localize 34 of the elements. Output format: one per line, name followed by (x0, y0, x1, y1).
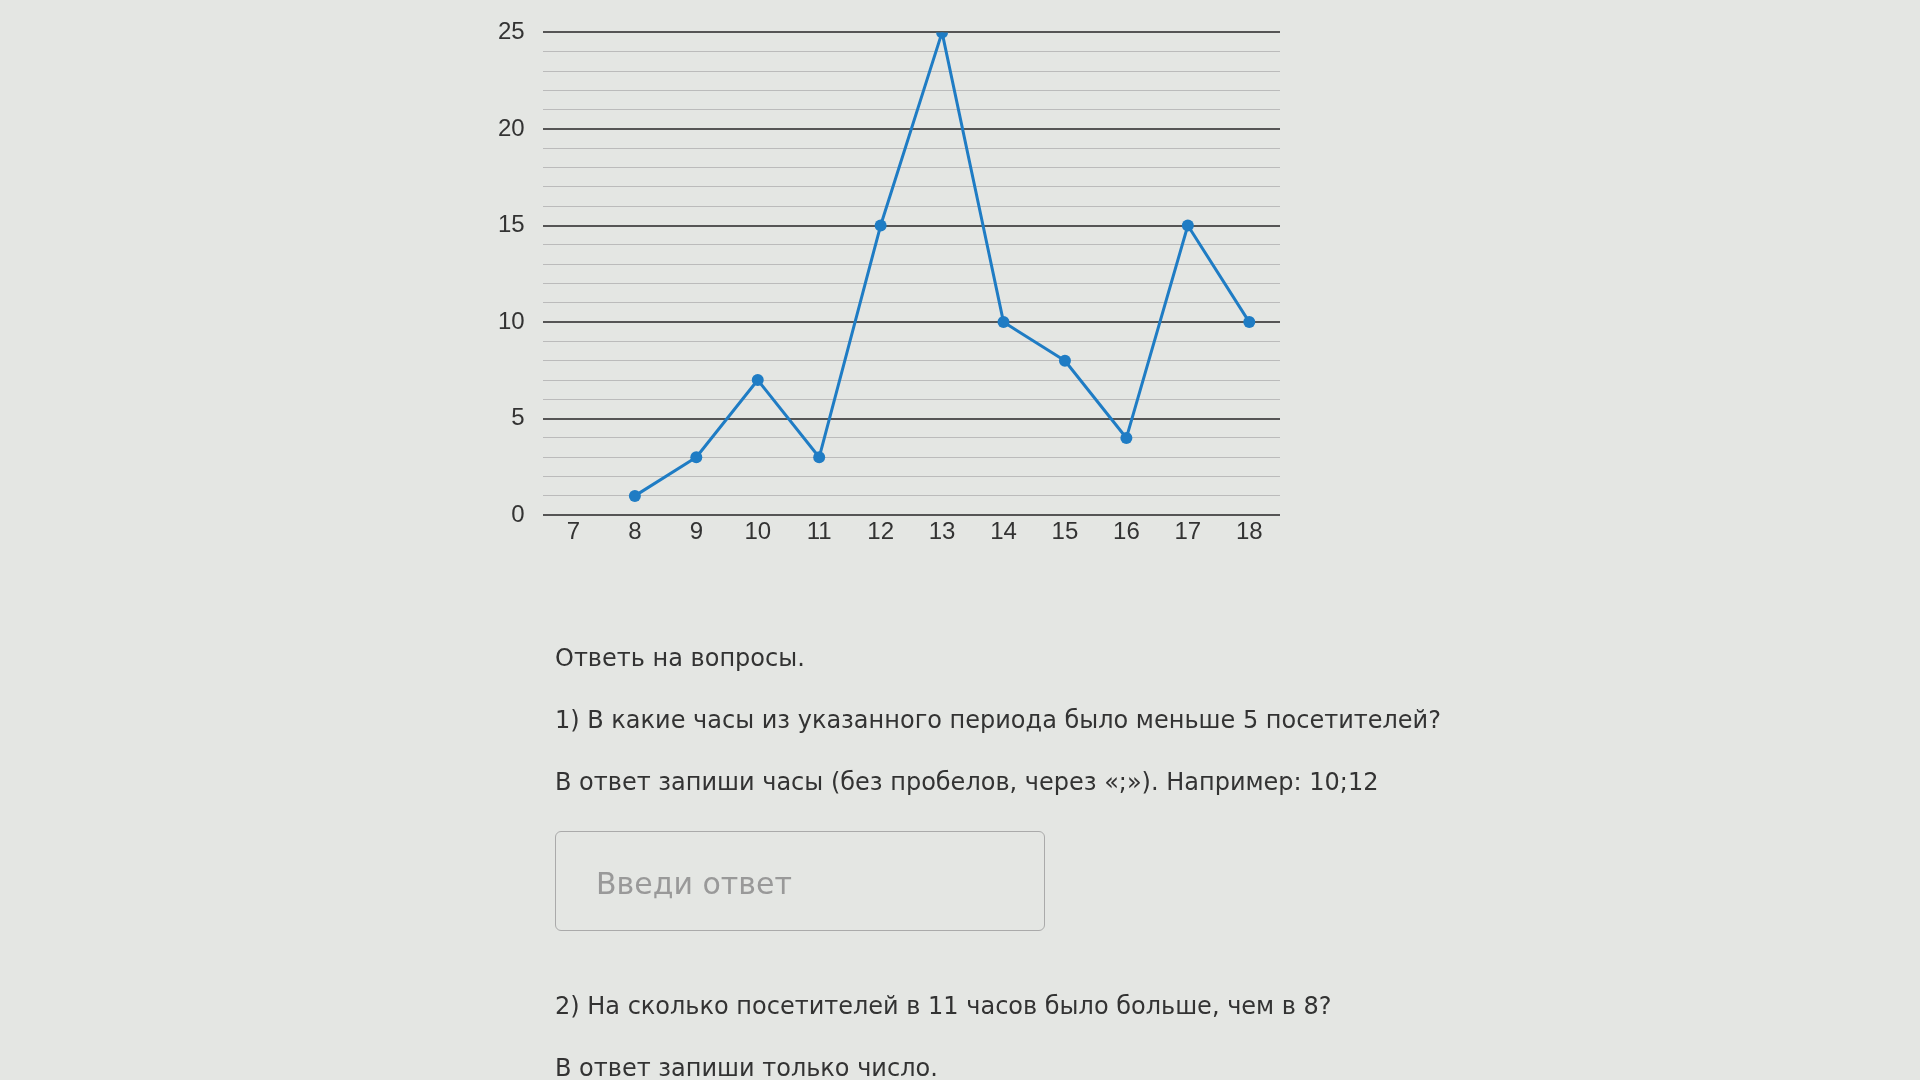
x-tick-label: 15 (1051, 517, 1079, 545)
y-tick-label: 15 (497, 210, 525, 238)
point (1181, 219, 1194, 232)
point (628, 489, 641, 502)
y-tick-label: 10 (497, 306, 525, 334)
point (1120, 431, 1133, 444)
point (1058, 354, 1071, 367)
point (690, 451, 703, 464)
x-tick-label: 12 (867, 517, 894, 545)
x-tick-label: 17 (1174, 517, 1202, 545)
text: В ответ запиши часы (без пробелов, через «;»). Например: 10;12 (555, 768, 1380, 796)
x-tick-label: 7 (566, 517, 581, 545)
point (997, 316, 1010, 329)
x-tick-label: 10 (744, 517, 772, 545)
x-tick-label: 14 (990, 517, 1017, 545)
point (1243, 316, 1256, 329)
text: В ответ запиши только число. (555, 1054, 939, 1080)
text: Ответь на вопросы. (555, 644, 806, 672)
text: 2) На сколько посетителей в 11 часов было больше, чем в 8? (555, 992, 1333, 1020)
x-tick-label: 9 (689, 517, 703, 545)
x-tick-label: 8 (628, 517, 642, 545)
y-tick-label: 5 (511, 403, 525, 431)
y-tick-label: 20 (497, 113, 525, 141)
text: 1) В какие часы из указанного периода было меньше 5 посетителей? (555, 706, 1442, 734)
x-tick-label: 18 (1235, 517, 1263, 545)
point (813, 451, 826, 464)
text: Введи ответ (555, 831, 1045, 931)
point (751, 374, 764, 387)
x-tick-label: 13 (928, 517, 956, 545)
x-tick-label: 11 (806, 517, 832, 545)
point (874, 219, 887, 232)
y-tick-label: 0 (511, 499, 525, 527)
x-tick-label: 16 (1113, 517, 1140, 545)
y-tick-label: 25 (497, 17, 525, 45)
